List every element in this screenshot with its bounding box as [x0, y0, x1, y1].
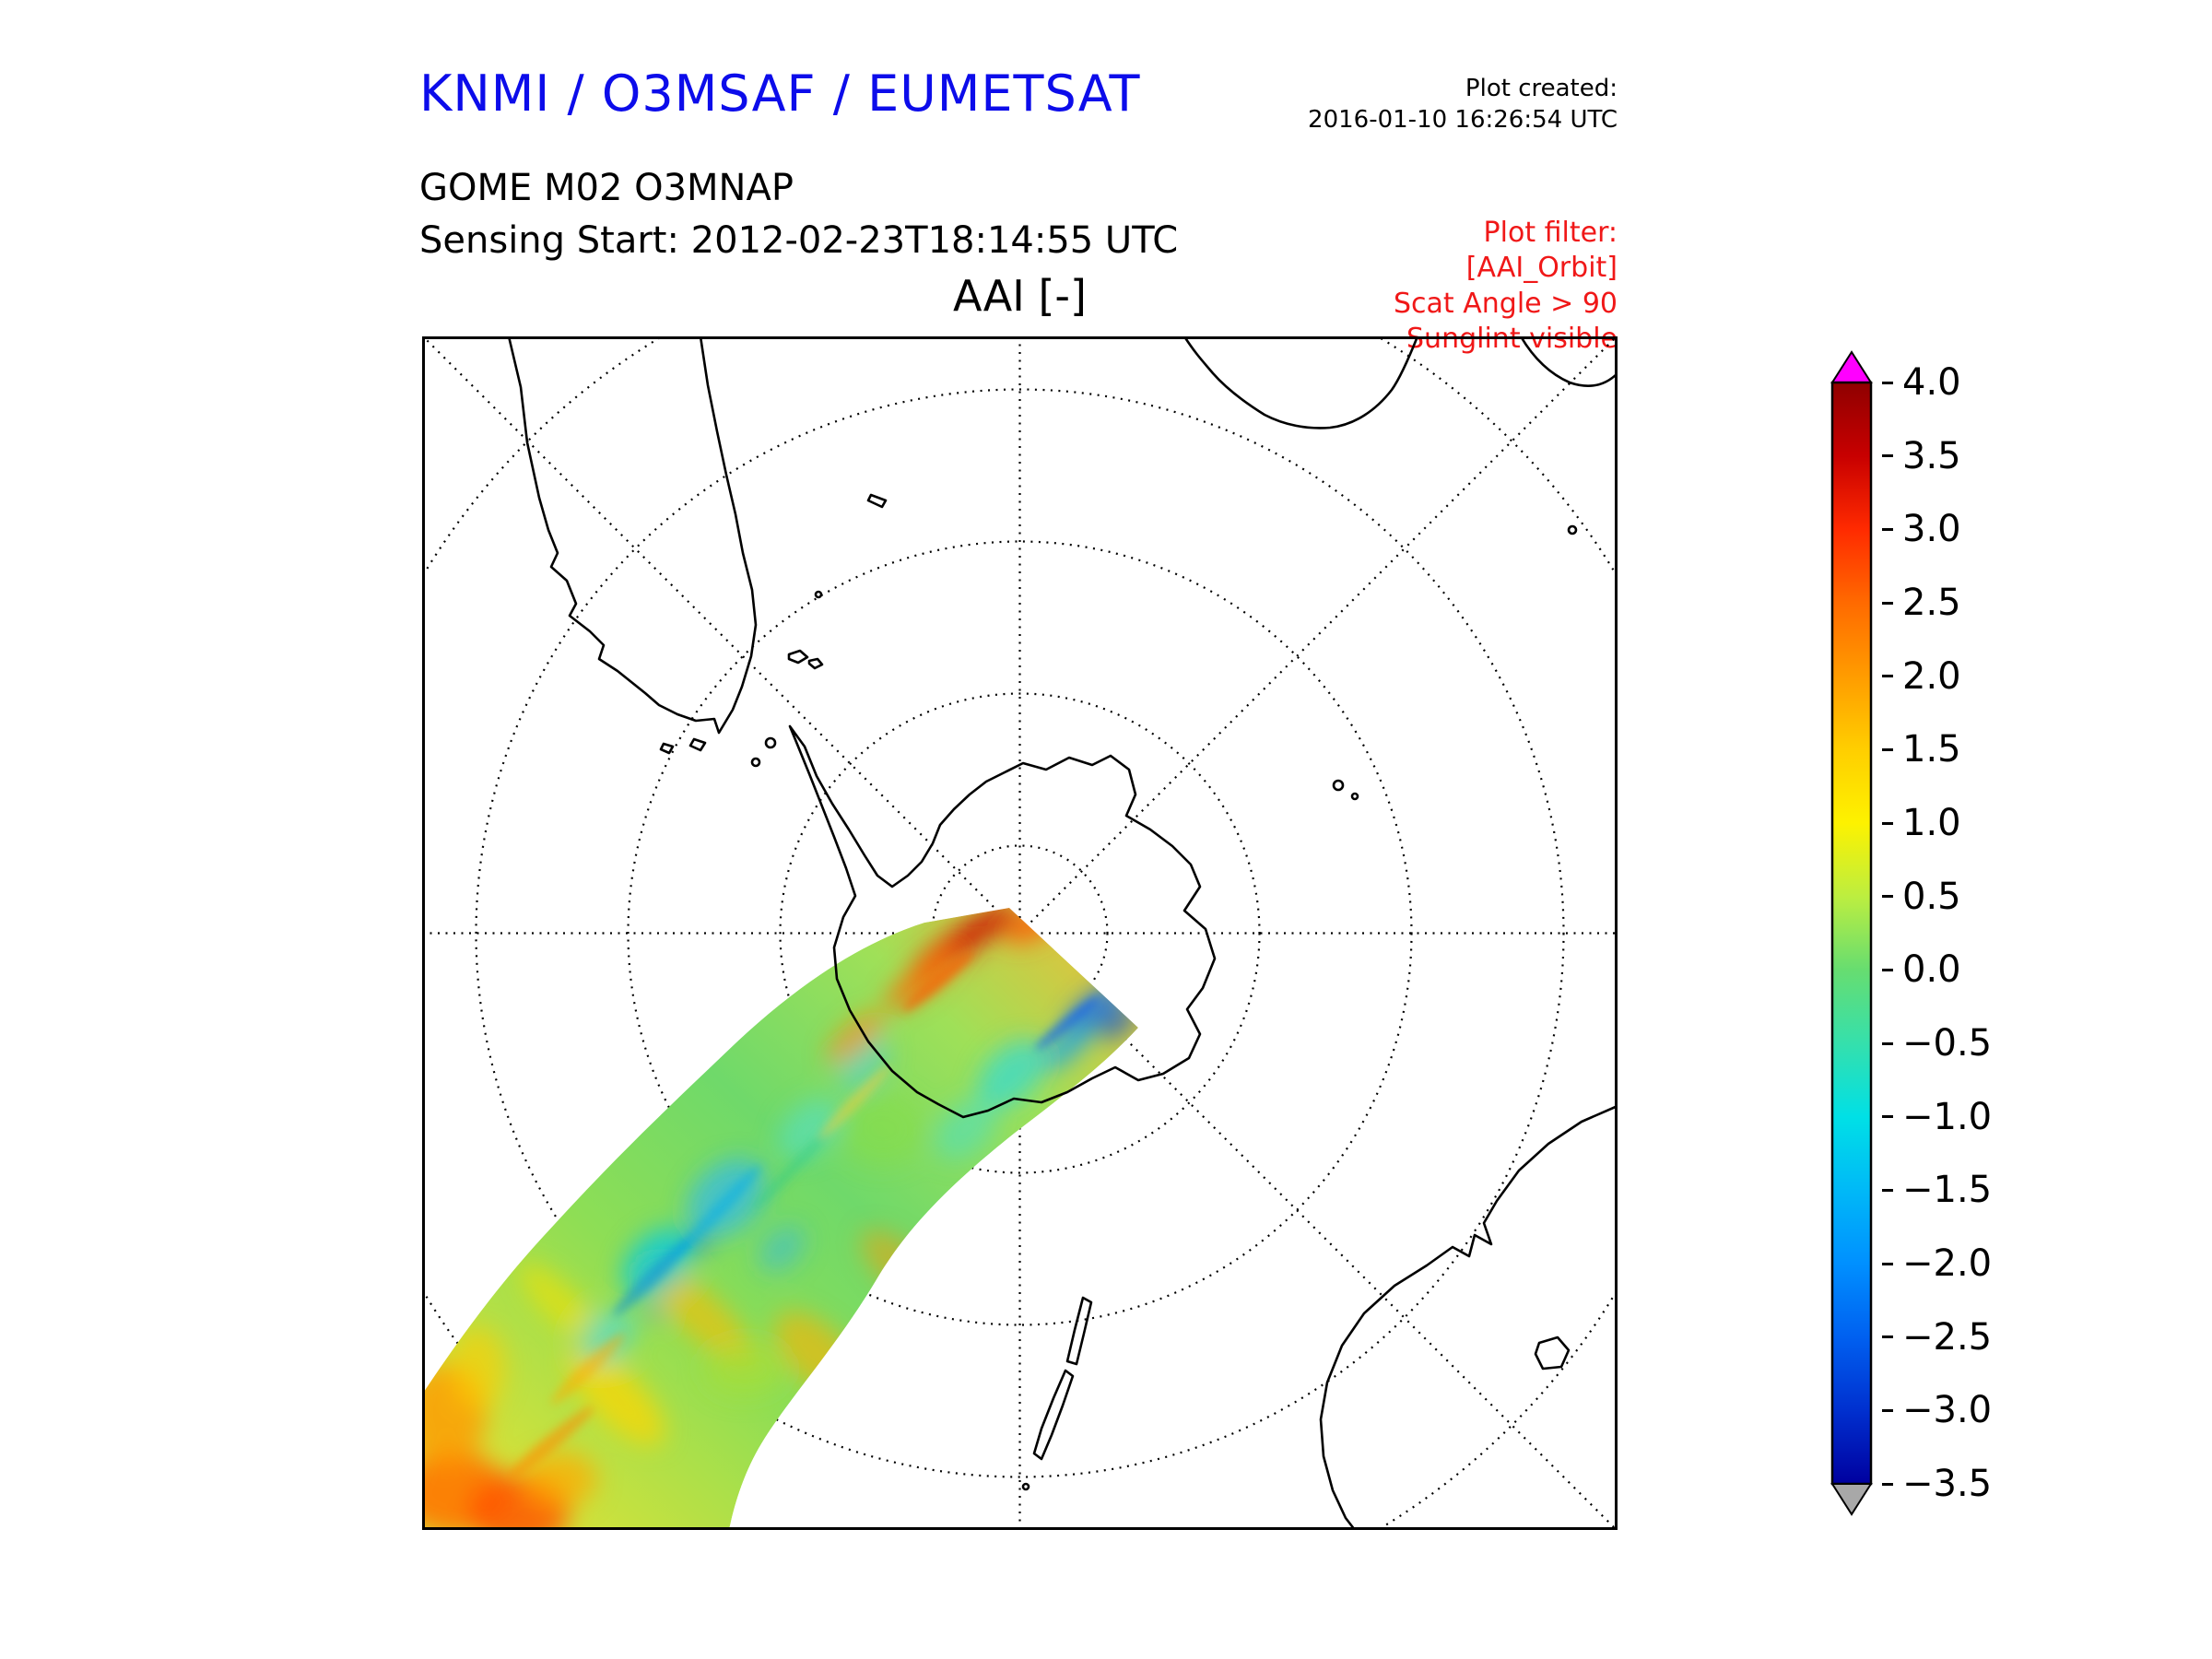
colorbar-over-arrow [1830, 350, 1873, 383]
colorbar-tick-label: 0.5 [1882, 876, 1961, 918]
colorbar [1830, 350, 1873, 1516]
south-america-coastline [507, 336, 758, 735]
plot-created-label: Plot created: [1465, 75, 1618, 102]
swath-fine-streaks [508, 951, 1100, 1479]
colorbar-tick-label: −2.5 [1882, 1316, 1992, 1359]
colorbar-tick-label: −1.5 [1882, 1169, 1992, 1211]
kerguelen-island [1332, 779, 1345, 792]
south-orkney-island [814, 590, 823, 599]
new-zealand-north-island [1065, 1296, 1093, 1366]
filter-line: [AAI_Orbit] [1465, 252, 1618, 285]
colorbar-tick-label: 1.0 [1882, 802, 1961, 844]
satellite-swath [422, 908, 1138, 1530]
polar-map-svg [422, 336, 1618, 1530]
colorbar-tick-label: −1.0 [1882, 1096, 1992, 1138]
plot-title: AAI [-] [953, 271, 1087, 321]
product-line: GOME M02 O3MNAP [419, 167, 794, 209]
colorbar-tick-labels: 4.0 3.5 3.0 2.5 2.0 1.5 1.0 0.5 0.0 −0.5 −1.0 −1.5 −… [1882, 361, 2066, 1505]
south-georgia-island [866, 493, 888, 509]
filter-line: Scat Angle > 90 [1394, 287, 1618, 320]
tierra-del-fuego-islands [659, 737, 707, 755]
organization-title: KNMI / O3MSAF / EUMETSAT [419, 65, 1141, 123]
colorbar-tick-label: 2.0 [1882, 655, 1961, 698]
colorbar-tick-label: 3.0 [1882, 508, 1961, 550]
australia-coastline [1319, 1104, 1618, 1530]
colorbar-tick-label: −3.5 [1882, 1463, 1992, 1505]
polar-map [422, 336, 1618, 1530]
colorbar-tick-label: 0.0 [1882, 948, 1961, 991]
plot-created-block: Plot created: 2016-01-10 16:26:54 UTC [1249, 74, 1618, 136]
peninsula-island [750, 757, 761, 768]
coastlines [507, 336, 1618, 1530]
falkland-islands [787, 649, 824, 670]
peninsula-island [764, 736, 777, 749]
map-frame [422, 336, 1618, 1530]
colorbar-tick-label: −0.5 [1882, 1022, 1992, 1065]
africa-coastline [1182, 336, 1419, 429]
filter-line: Plot filter: [1483, 217, 1618, 249]
colorbar-gradient-bar [1830, 381, 1873, 1486]
colorbar-tick-label: 2.5 [1882, 582, 1961, 624]
colorbar-tick-label: −3.0 [1882, 1389, 1992, 1431]
antarctica-coastline [788, 724, 1217, 1119]
new-zealand-south-island [1032, 1369, 1075, 1461]
auckland-islands [1021, 1482, 1030, 1491]
colorbar-under-arrow [1830, 1483, 1873, 1516]
tasmania-island [1534, 1335, 1571, 1371]
sensing-start-line: Sensing Start: 2012-02-23T18:14:55 UTC [419, 219, 1179, 262]
colorbar-tick-label: 3.5 [1882, 435, 1961, 477]
plot-created-timestamp: 2016-01-10 16:26:54 UTC [1308, 105, 1618, 134]
madagascar-coastline [1519, 336, 1618, 387]
colorbar-tick-label: 4.0 [1882, 361, 1961, 404]
colorbar-tick-label: −2.0 [1882, 1242, 1992, 1285]
colorbar-tick-label: 1.5 [1882, 728, 1961, 771]
indian-ocean-island [1567, 524, 1578, 535]
heard-island [1350, 792, 1359, 801]
